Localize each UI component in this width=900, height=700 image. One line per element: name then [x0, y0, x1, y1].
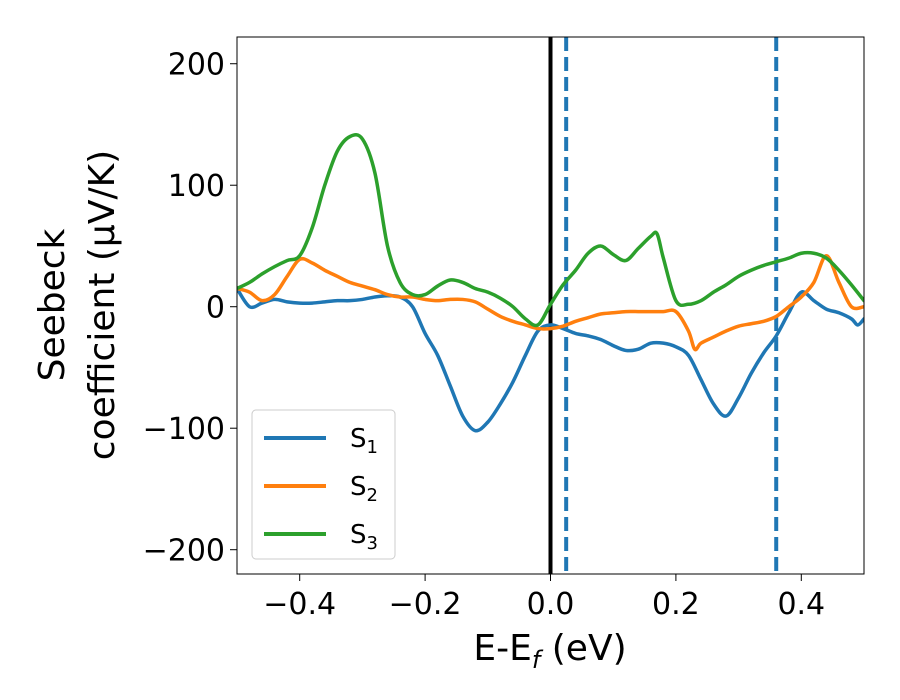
x-axis-ticks: −0.4 −0.2 0.0 0.2 0.4 — [263, 574, 825, 622]
y-tick-label: −100 — [143, 412, 225, 447]
x-tick-label: 0.0 — [527, 587, 575, 622]
x-tick-label: 0.2 — [652, 587, 700, 622]
y-axis-label-line2: coefficient (μV/K) — [82, 150, 123, 460]
series-lines — [237, 133, 864, 433]
y-axis-ticks: −200 −100 0 100 200 — [143, 48, 237, 569]
y-axis-label: Seebeck coefficient (μV/K) — [32, 150, 123, 460]
legend-label-s3: S3 — [350, 520, 378, 554]
legend-label-s1: S1 — [350, 424, 378, 458]
legend-label-s2: S2 — [350, 472, 378, 506]
y-tick-label: 200 — [168, 48, 225, 83]
x-axis-label: E-Ef (eV) — [473, 628, 626, 674]
x-tick-label: −0.4 — [263, 587, 336, 622]
series-line-s3 — [237, 133, 864, 328]
x-tick-label: 0.4 — [777, 587, 825, 622]
legend: S1 S2 S3 — [251, 409, 396, 560]
x-tick-label: −0.2 — [389, 587, 462, 622]
y-tick-label: 100 — [168, 169, 225, 204]
series-line-s2 — [237, 253, 864, 352]
y-axis-label-line1: Seebeck — [32, 228, 73, 381]
y-tick-label: 0 — [206, 291, 225, 326]
y-tick-label: −200 — [143, 534, 225, 569]
